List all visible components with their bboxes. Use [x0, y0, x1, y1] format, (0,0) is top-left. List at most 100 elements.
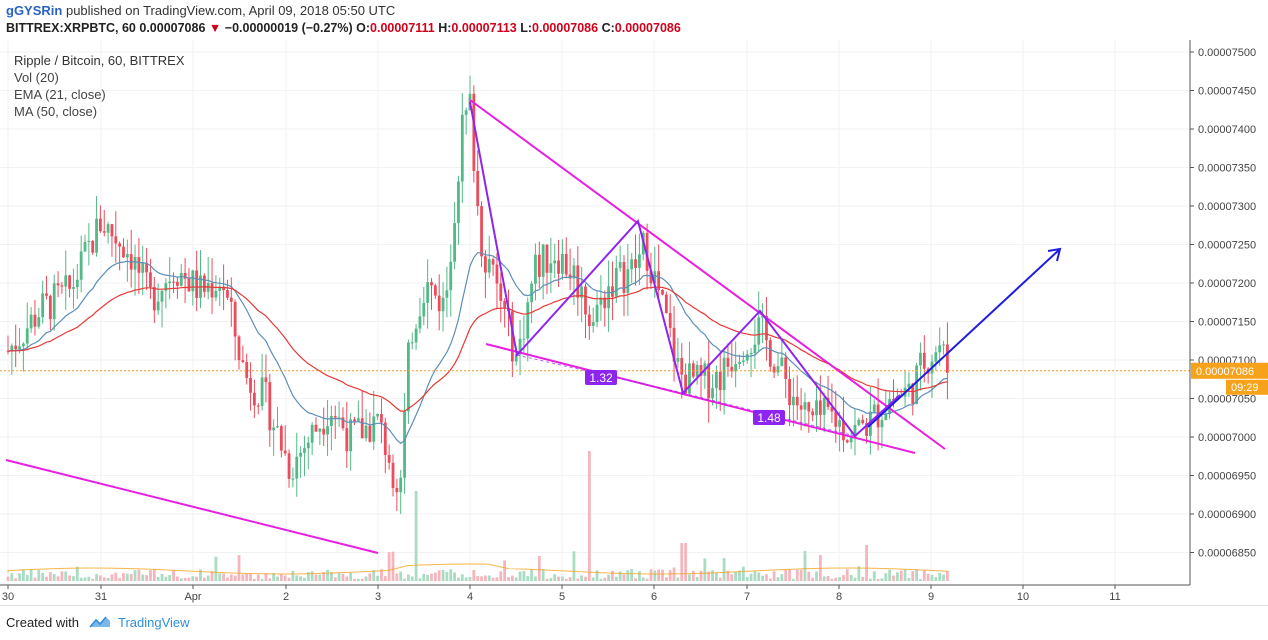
candle-body	[464, 110, 468, 115]
volume-bar	[125, 573, 129, 581]
low-label: L:	[520, 21, 533, 35]
price-tick-label: 0.00007500	[1198, 47, 1256, 59]
volume-bar	[772, 571, 776, 581]
volume-bar	[191, 576, 195, 581]
candle-body	[522, 338, 526, 340]
candle-body	[25, 328, 29, 344]
created-with-label: Created with	[6, 615, 79, 630]
candle-body	[576, 265, 580, 298]
volume-bar	[218, 573, 222, 581]
candle-body	[102, 231, 106, 233]
candle-body	[472, 93, 476, 171]
volume-bar	[495, 577, 499, 581]
volume-bar	[322, 571, 326, 581]
volume-bar	[6, 576, 10, 581]
volume-bar	[822, 576, 826, 581]
candle-body	[741, 360, 745, 362]
drawings[interactable]: 1.32 1.48	[5, 99, 1062, 554]
candle-body	[541, 244, 545, 277]
volume-bar	[907, 577, 911, 581]
candle-body	[707, 363, 711, 399]
candle-body	[453, 223, 456, 262]
volume-bar	[468, 576, 472, 581]
candle-body	[407, 342, 410, 412]
candle-body	[395, 488, 399, 493]
volume-bar	[356, 578, 360, 581]
volume-bar	[865, 544, 868, 581]
volume-bar	[634, 578, 637, 581]
price-change: −0.00000019 (−0.27%)	[224, 21, 353, 35]
volume-bar	[430, 573, 433, 581]
volume-bar	[183, 577, 187, 581]
volume-bar	[202, 577, 206, 581]
volume-bar	[834, 577, 838, 581]
candle-body	[595, 304, 599, 323]
volume-bar	[210, 571, 214, 581]
volume-bar	[499, 571, 503, 581]
legend-ema[interactable]: EMA (21, close)	[14, 87, 106, 102]
volume-bar	[568, 577, 572, 581]
volume-bar	[345, 576, 349, 581]
candle-body	[376, 413, 379, 417]
volume-bar	[699, 570, 703, 581]
author-link[interactable]: gGYSRin	[6, 3, 63, 18]
legend-title[interactable]: Ripple / Bitcoin, 60, BITTREX	[14, 53, 185, 68]
volume-bar	[853, 577, 857, 581]
time-tick-label: 3	[375, 591, 381, 603]
candle-body	[45, 293, 48, 296]
volume-bar	[892, 575, 895, 581]
last-price-label: 0.00007086	[1196, 366, 1254, 378]
tradingview-link[interactable]: TradingView	[118, 615, 190, 630]
chart-area[interactable]: 1.32 1.48 0.00007500 0.00007450 0.00007400 0…	[0, 40, 1268, 605]
volume-bar	[152, 569, 156, 581]
candle-body	[272, 427, 276, 431]
volume-bar	[545, 578, 549, 581]
publish-info: published on TradingView.com, April 09, …	[65, 3, 396, 18]
open-value: 0.00007111	[370, 21, 435, 35]
candle-body	[572, 265, 576, 279]
legend-volume[interactable]: Vol (20)	[14, 70, 59, 85]
candle-body	[183, 272, 187, 279]
candle-body	[591, 322, 595, 327]
volume-bar	[549, 578, 553, 581]
volume-bar	[457, 577, 460, 581]
volume-bar	[52, 574, 56, 581]
volume-bar	[726, 570, 730, 581]
candle-body	[922, 352, 926, 369]
candle-body	[684, 374, 687, 394]
candle-body	[634, 259, 637, 268]
price-chart[interactable]: 1.321.48 0.000075000.000074500.000074000…	[0, 40, 1268, 605]
candle-body	[179, 272, 183, 286]
volume-bar	[872, 571, 876, 581]
volume-bar	[295, 575, 299, 581]
candle-body	[664, 294, 668, 314]
candle-body	[830, 407, 834, 412]
volume-bar	[422, 573, 426, 581]
volume-bar	[314, 574, 318, 581]
candle-body	[668, 313, 672, 328]
volume-bar	[137, 569, 141, 581]
volume-bar	[449, 569, 453, 581]
candle-body	[75, 279, 79, 288]
legend-ma[interactable]: MA (50, close)	[14, 104, 98, 119]
candle-body	[95, 218, 98, 253]
volume-bar	[745, 577, 749, 581]
volume-bar	[641, 577, 645, 581]
candle-body	[172, 281, 175, 283]
symbol-label: BITTREX:XRPBTC, 60	[6, 21, 136, 35]
volume-bar	[41, 572, 45, 581]
volume-bar	[87, 576, 91, 581]
candle-body	[842, 420, 845, 441]
volume-bar	[226, 577, 229, 581]
volume-bar	[222, 573, 225, 581]
candle-body	[822, 397, 826, 415]
volume-bar	[306, 572, 310, 581]
candle-body	[915, 365, 918, 404]
volume-bar	[680, 543, 684, 581]
candle-body	[68, 275, 71, 289]
candle-body	[291, 478, 295, 480]
candle-body	[722, 357, 726, 391]
high-label: H:	[438, 21, 452, 35]
volume-bar	[738, 570, 741, 581]
candle-body	[125, 254, 129, 258]
